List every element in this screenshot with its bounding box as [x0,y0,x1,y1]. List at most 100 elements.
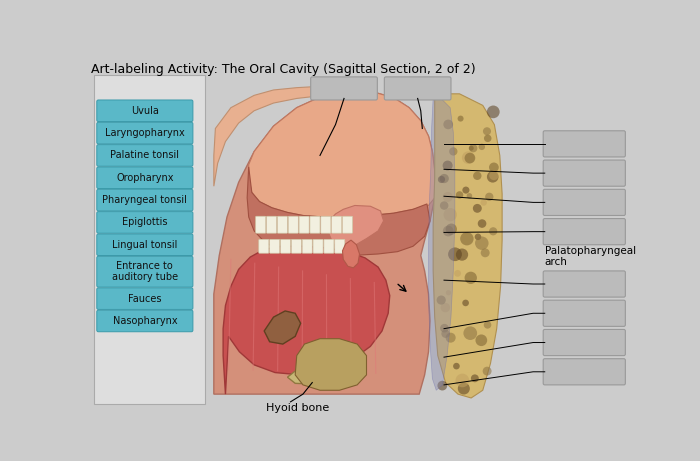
Circle shape [485,193,494,201]
FancyBboxPatch shape [543,300,625,326]
Circle shape [456,373,469,387]
FancyBboxPatch shape [335,239,345,253]
FancyBboxPatch shape [267,216,276,233]
Circle shape [458,383,470,395]
FancyBboxPatch shape [97,122,193,144]
FancyBboxPatch shape [281,239,290,253]
Circle shape [441,330,449,338]
FancyBboxPatch shape [256,216,266,233]
Polygon shape [223,246,390,394]
Polygon shape [214,91,435,394]
Circle shape [454,270,461,277]
FancyBboxPatch shape [97,256,193,287]
Circle shape [481,248,489,257]
Polygon shape [428,98,455,390]
Circle shape [437,296,446,305]
Circle shape [475,234,482,240]
FancyBboxPatch shape [384,77,451,100]
Text: Pharyngeal tonsil: Pharyngeal tonsil [102,195,188,205]
Circle shape [471,374,479,382]
Circle shape [475,236,489,250]
Circle shape [438,381,447,390]
FancyBboxPatch shape [277,216,288,233]
Circle shape [462,300,469,306]
Text: Epiglottis: Epiglottis [122,218,167,227]
Circle shape [443,226,454,236]
Circle shape [446,333,456,343]
Circle shape [487,171,498,183]
Polygon shape [214,86,324,186]
Circle shape [473,171,482,180]
FancyBboxPatch shape [332,216,342,233]
Polygon shape [295,339,367,390]
Circle shape [442,160,453,171]
Text: Laryngopharynx: Laryngopharynx [105,128,185,138]
FancyBboxPatch shape [97,189,193,211]
FancyBboxPatch shape [270,239,280,253]
FancyBboxPatch shape [299,216,309,233]
Text: Palatopharyngeal
arch: Palatopharyngeal arch [545,246,636,267]
FancyBboxPatch shape [342,216,353,233]
Circle shape [463,326,477,340]
FancyBboxPatch shape [321,216,331,233]
FancyBboxPatch shape [97,100,193,122]
Text: Hyoid bone: Hyoid bone [266,402,329,413]
Circle shape [465,272,477,284]
Circle shape [489,227,497,236]
Circle shape [469,146,474,151]
FancyBboxPatch shape [208,75,506,398]
Circle shape [484,321,491,329]
FancyBboxPatch shape [543,160,625,186]
Text: Lingual tonsil: Lingual tonsil [112,240,178,250]
Circle shape [479,144,485,150]
Circle shape [442,192,453,202]
Text: Uvula: Uvula [131,106,159,116]
Polygon shape [264,311,300,344]
Polygon shape [247,167,430,255]
Text: Entrance to
auditory tube: Entrance to auditory tube [112,261,178,283]
Circle shape [449,147,458,155]
FancyBboxPatch shape [543,359,625,385]
Circle shape [440,324,449,332]
Circle shape [446,290,451,296]
Text: Nasopharynx: Nasopharynx [113,316,177,326]
Circle shape [467,193,473,199]
FancyBboxPatch shape [543,271,625,297]
Circle shape [483,366,491,376]
FancyBboxPatch shape [324,239,334,253]
FancyBboxPatch shape [310,216,320,233]
Circle shape [473,204,482,213]
Circle shape [489,171,498,180]
Circle shape [456,191,463,199]
Polygon shape [248,91,435,217]
FancyBboxPatch shape [288,216,298,233]
Text: Oropharynx: Oropharynx [116,173,174,183]
Circle shape [483,127,491,135]
FancyBboxPatch shape [94,75,204,404]
Circle shape [440,303,450,312]
Text: Palatine tonsil: Palatine tonsil [111,150,179,160]
Circle shape [487,106,500,118]
Circle shape [475,334,487,346]
Circle shape [462,187,470,194]
Text: Fauces: Fauces [128,294,162,304]
Polygon shape [433,94,502,398]
FancyBboxPatch shape [259,239,269,253]
FancyBboxPatch shape [543,330,625,355]
Text: Art-labeling Activity: The Oral Cavity (Sagittal Section, 2 of 2): Art-labeling Activity: The Oral Cavity (… [90,63,475,76]
Circle shape [440,201,449,210]
Polygon shape [288,369,360,385]
Polygon shape [342,240,360,268]
FancyBboxPatch shape [97,310,193,332]
FancyBboxPatch shape [97,167,193,189]
FancyBboxPatch shape [302,239,312,253]
Circle shape [446,224,457,235]
Circle shape [460,232,474,245]
FancyBboxPatch shape [291,239,302,253]
FancyBboxPatch shape [313,239,323,253]
Circle shape [477,219,486,228]
Circle shape [469,144,477,152]
Circle shape [448,248,462,261]
Circle shape [458,116,463,122]
FancyBboxPatch shape [543,189,625,215]
